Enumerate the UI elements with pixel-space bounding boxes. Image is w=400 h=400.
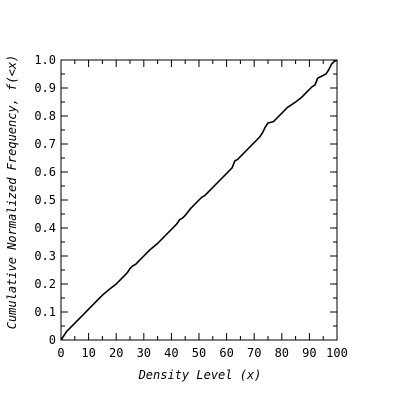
cumulative-frequency-line: [60, 59, 338, 341]
x-tick-label: 0: [57, 346, 64, 360]
y-tick-label: 0: [49, 333, 56, 347]
x-tick-labels: 0 10 20 30 40 50 60 70 80 90 100: [57, 346, 347, 360]
y-tick-label: 0.3: [34, 249, 56, 263]
tick-marks: [60, 59, 338, 341]
y-tick-label: 0.5: [34, 193, 56, 207]
x-axis-title: Density Level (x): [138, 368, 262, 382]
x-tick-label: 30: [137, 346, 151, 360]
y-tick-label: 0.2: [34, 277, 56, 291]
x-tick-label: 90: [302, 346, 316, 360]
x-tick-label: 80: [275, 346, 289, 360]
y-tick-label: 0.8: [34, 109, 56, 123]
y-tick-label: 0.6: [34, 165, 56, 179]
x-tick-label: 50: [192, 346, 206, 360]
y-tick-label: 1.0: [34, 53, 56, 67]
x-tick-label: 70: [247, 346, 261, 360]
x-tick-label: 20: [109, 346, 123, 360]
x-tick-label: 60: [219, 346, 233, 360]
y-tick-label: 0.9: [34, 81, 56, 95]
plot-frame: [60, 59, 338, 341]
y-tick-labels: 0 0.1 0.2 0.3 0.4 0.5 0.6 0.7 0.8 0.9 1.0: [34, 53, 56, 347]
y-axis-title: Cumulative Normalized Frequency, f(<x): [5, 55, 19, 330]
y-tick-label: 0.1: [34, 305, 56, 319]
y-tick-label: 0.7: [34, 137, 56, 151]
x-tick-label: 10: [81, 346, 95, 360]
y-tick-label: 0.4: [34, 221, 56, 235]
x-tick-label: 100: [326, 346, 348, 360]
x-tick-label: 40: [164, 346, 178, 360]
